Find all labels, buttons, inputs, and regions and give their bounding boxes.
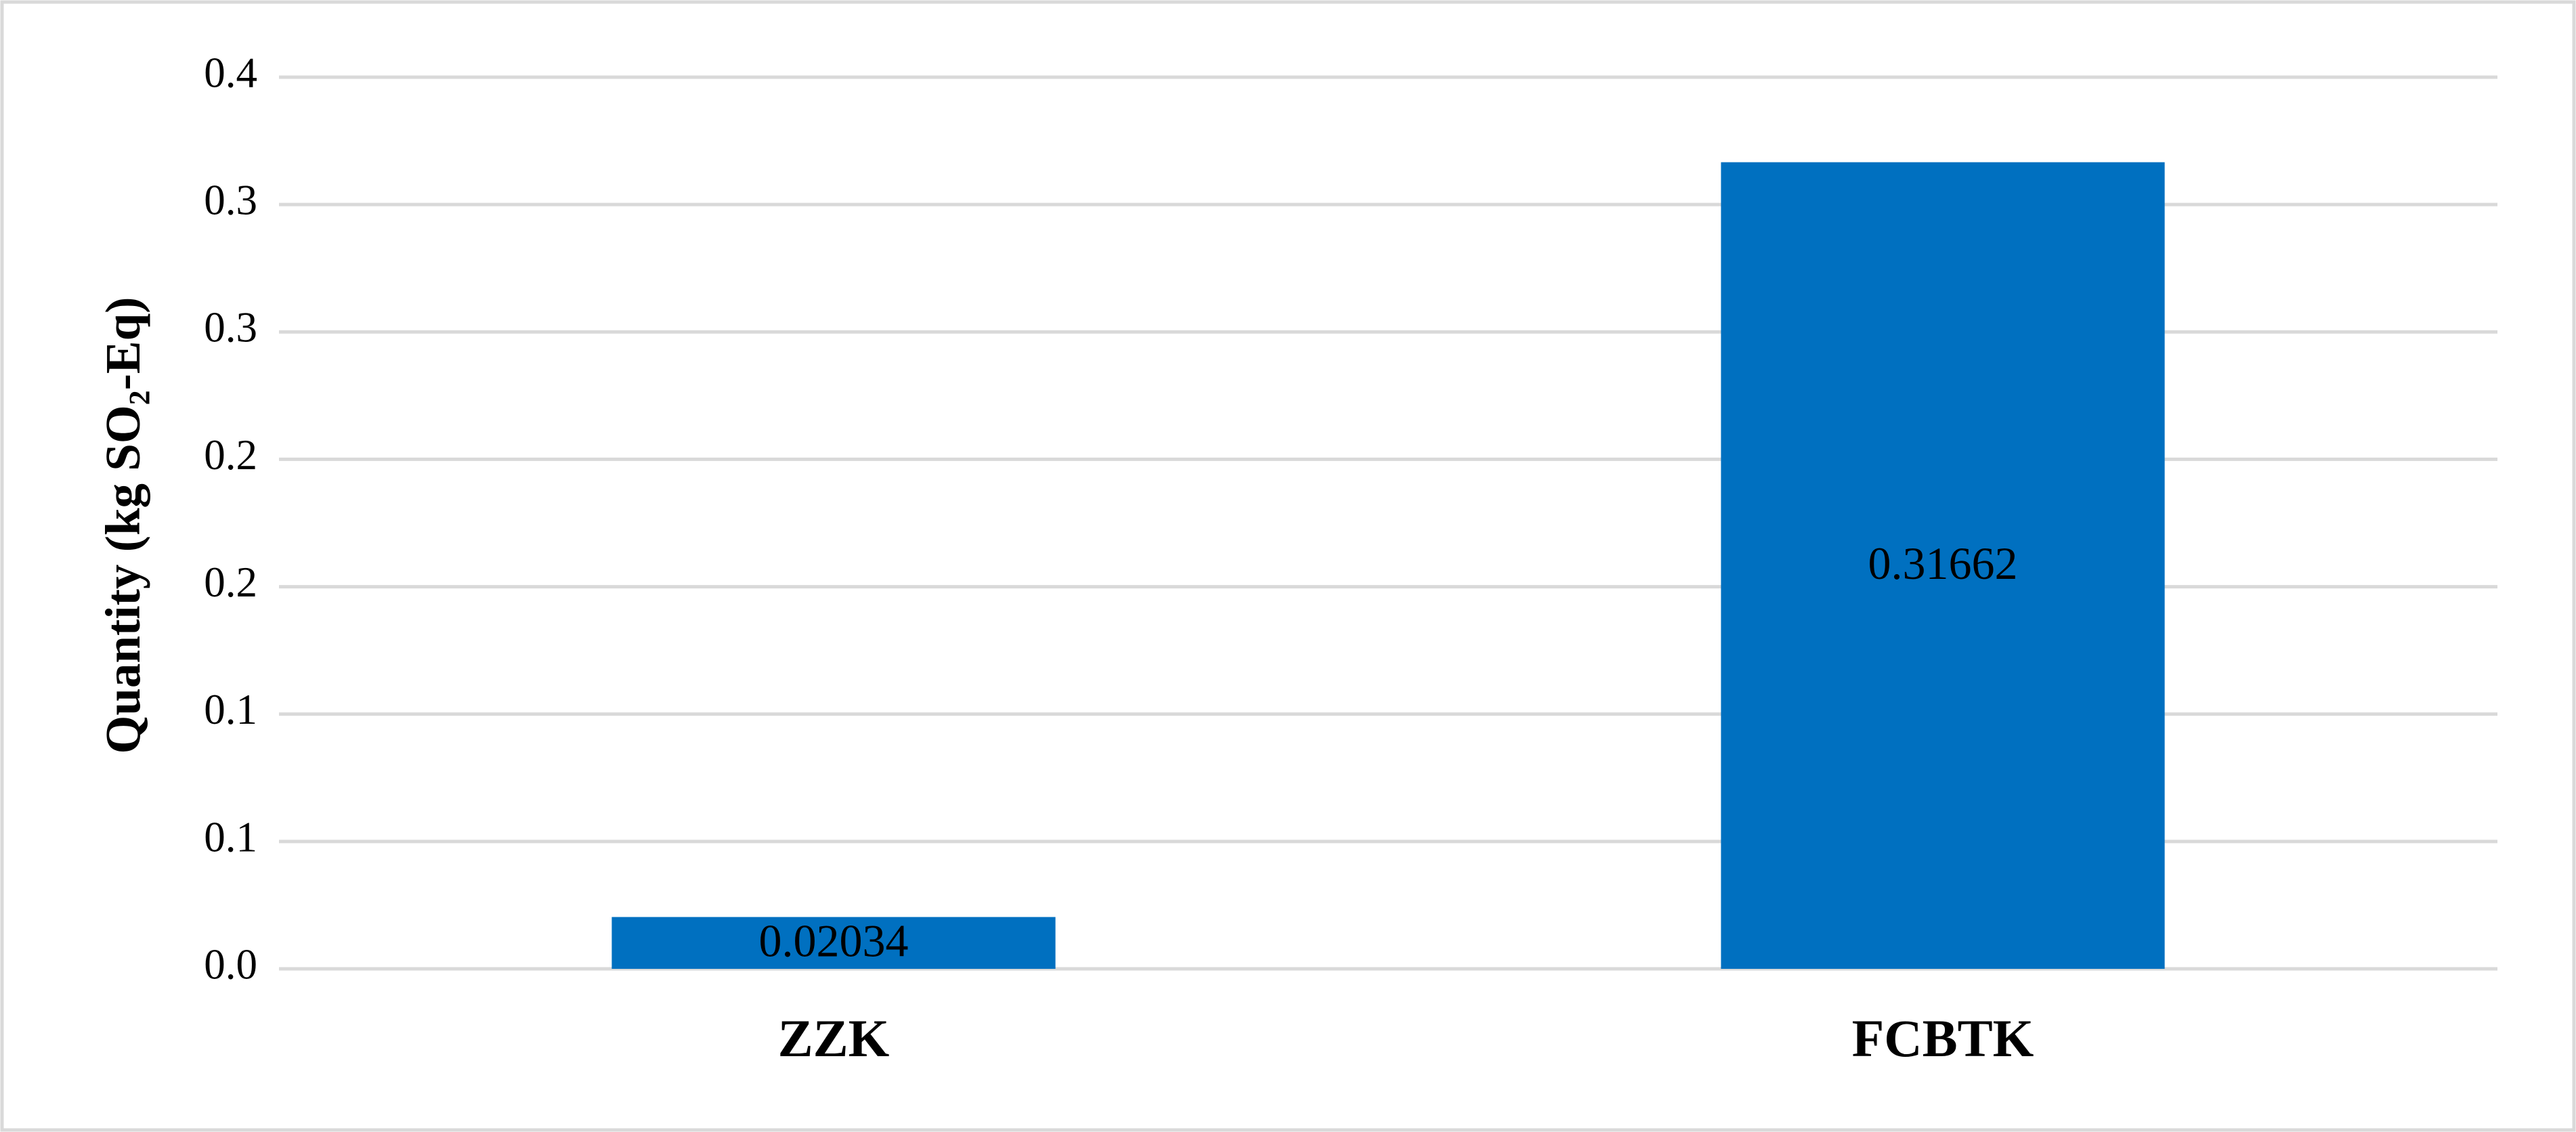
x-tick-label: FCBTK [1852, 1009, 2034, 1068]
data-label: 0.31662 [1868, 538, 2018, 589]
bar [611, 917, 1056, 969]
y-axis-title: Quantity (kg SO₂-Eq) [95, 297, 150, 754]
y-tick-label: 0.1 [204, 686, 257, 733]
y-tick-label: 0.1 [204, 813, 257, 861]
bar [1721, 162, 2165, 970]
y-tick-label: 0.2 [204, 431, 257, 479]
y-tick-label: 0.2 [204, 559, 257, 606]
x-tick-label: ZZK [778, 1009, 890, 1068]
y-tick-label: 0.0 [204, 940, 257, 988]
y-tick-label: 0.4 [204, 49, 257, 96]
y-tick-label: 0.3 [204, 177, 257, 224]
y-tick-label: 0.3 [204, 304, 257, 351]
data-label: 0.02034 [759, 915, 909, 966]
